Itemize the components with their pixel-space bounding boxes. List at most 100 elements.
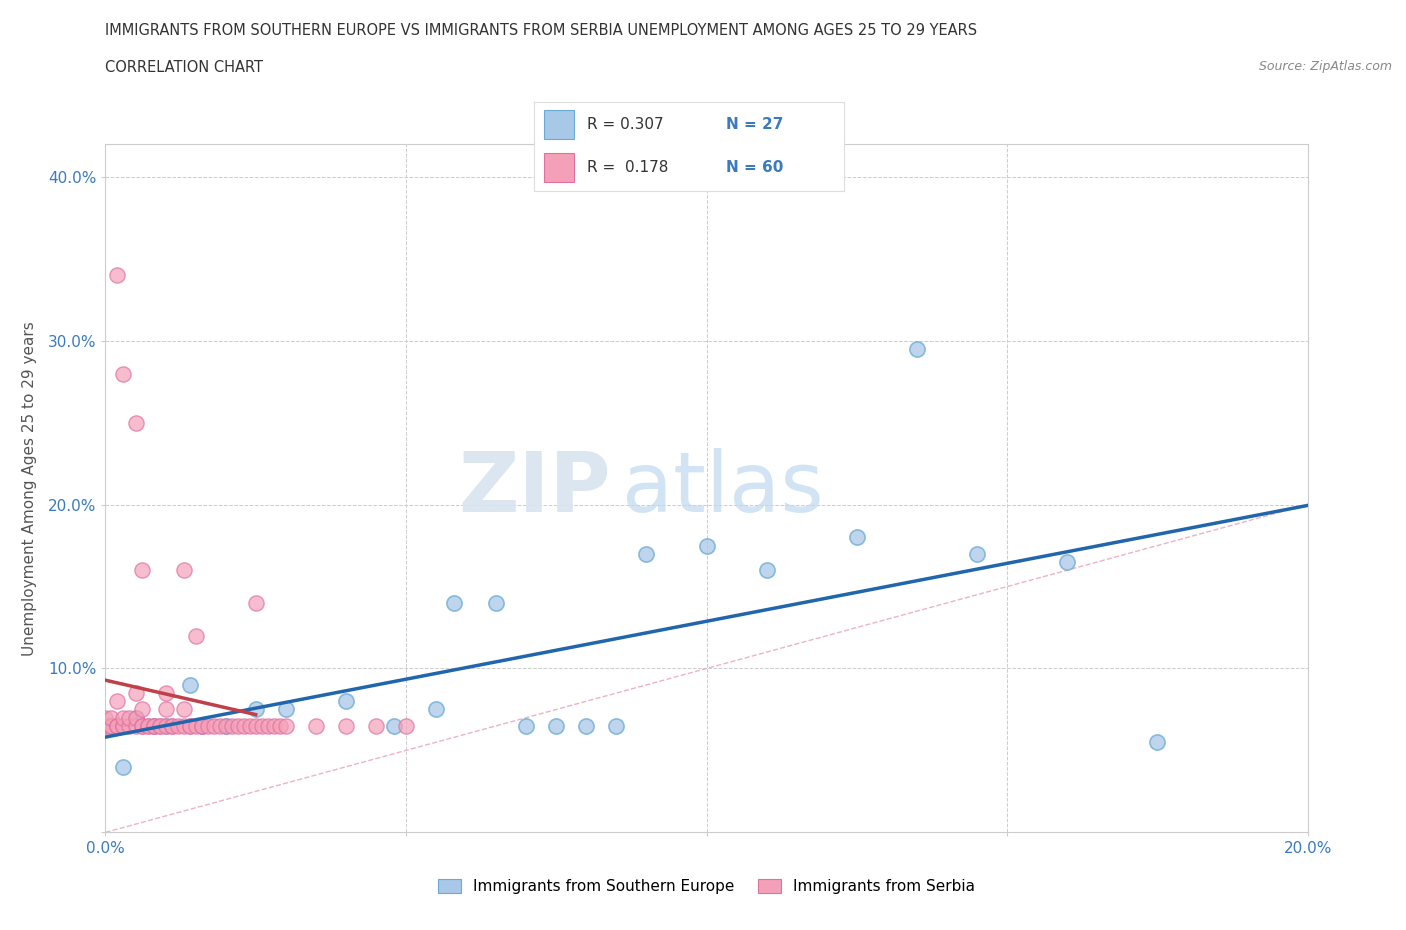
Point [485,595,508,610]
Point [124,711,146,725]
Point [148,718,170,733]
Point [142,718,165,733]
Point [190,718,212,733]
Point [94,711,117,725]
Point [155,718,177,733]
Point [221,718,243,733]
Point [245,595,267,610]
Point [100,718,122,733]
Point [443,595,465,610]
Point [208,718,231,733]
Point [112,718,135,733]
Point [118,718,141,733]
Point [173,702,195,717]
Point [305,718,328,733]
Point [232,718,254,733]
Point [107,718,129,733]
Point [107,694,129,709]
Point [214,718,236,733]
Point [245,702,267,717]
Text: N = 27: N = 27 [725,117,783,132]
Point [131,718,153,733]
Point [100,711,122,725]
Point [136,718,159,733]
Point [966,546,988,561]
Point [136,718,159,733]
Point [112,760,135,775]
Point [226,718,249,733]
Point [142,718,165,733]
Point [245,718,267,733]
Point [184,629,207,644]
Point [605,718,627,733]
Point [131,718,153,733]
Point [197,718,219,733]
Point [107,718,129,733]
Point [1146,735,1168,750]
Point [256,718,278,733]
Point [546,718,568,733]
Text: atlas: atlas [623,447,824,529]
Point [179,718,201,733]
Point [155,702,177,717]
Point [335,694,357,709]
Point [239,718,262,733]
Point [166,718,188,733]
Point [755,563,778,578]
Point [100,718,122,733]
Point [636,546,658,561]
Bar [544,153,575,182]
Text: Source: ZipAtlas.com: Source: ZipAtlas.com [1258,60,1392,73]
Point [100,718,122,733]
Point [274,702,297,717]
Text: N = 60: N = 60 [725,160,783,175]
Point [173,718,195,733]
Point [269,718,291,733]
Point [131,702,153,717]
Point [94,718,117,733]
Point [142,718,165,733]
Point [845,530,868,545]
Point [274,718,297,733]
Point [250,718,273,733]
Point [131,563,153,578]
Point [184,718,207,733]
Point [364,718,387,733]
Point [160,718,183,733]
Point [263,718,285,733]
Point [112,366,135,381]
Point [124,416,146,431]
Point [94,718,117,733]
Point [124,718,146,733]
Point [112,711,135,725]
Point [173,563,195,578]
Point [179,718,201,733]
Point [160,718,183,733]
Point [515,718,537,733]
Point [696,538,718,553]
Text: ZIP: ZIP [458,447,610,529]
Point [335,718,357,733]
Point [100,718,122,733]
Point [155,718,177,733]
Point [124,685,146,700]
Point [112,718,135,733]
Point [202,718,225,733]
Point [214,718,236,733]
Text: R =  0.178: R = 0.178 [586,160,668,175]
Point [124,711,146,725]
Point [190,718,212,733]
Point [190,718,212,733]
Point [148,718,170,733]
Text: CORRELATION CHART: CORRELATION CHART [105,60,263,75]
Legend: Immigrants from Southern Europe, Immigrants from Serbia: Immigrants from Southern Europe, Immigra… [432,873,981,900]
Point [382,718,405,733]
Point [905,341,928,356]
Point [425,702,447,717]
Point [1056,554,1078,569]
Text: R = 0.307: R = 0.307 [586,117,664,132]
Point [107,268,129,283]
Bar [544,111,575,140]
Text: IMMIGRANTS FROM SOUTHERN EUROPE VS IMMIGRANTS FROM SERBIA UNEMPLOYMENT AMONG AGE: IMMIGRANTS FROM SOUTHERN EUROPE VS IMMIG… [105,23,977,38]
Point [155,685,177,700]
